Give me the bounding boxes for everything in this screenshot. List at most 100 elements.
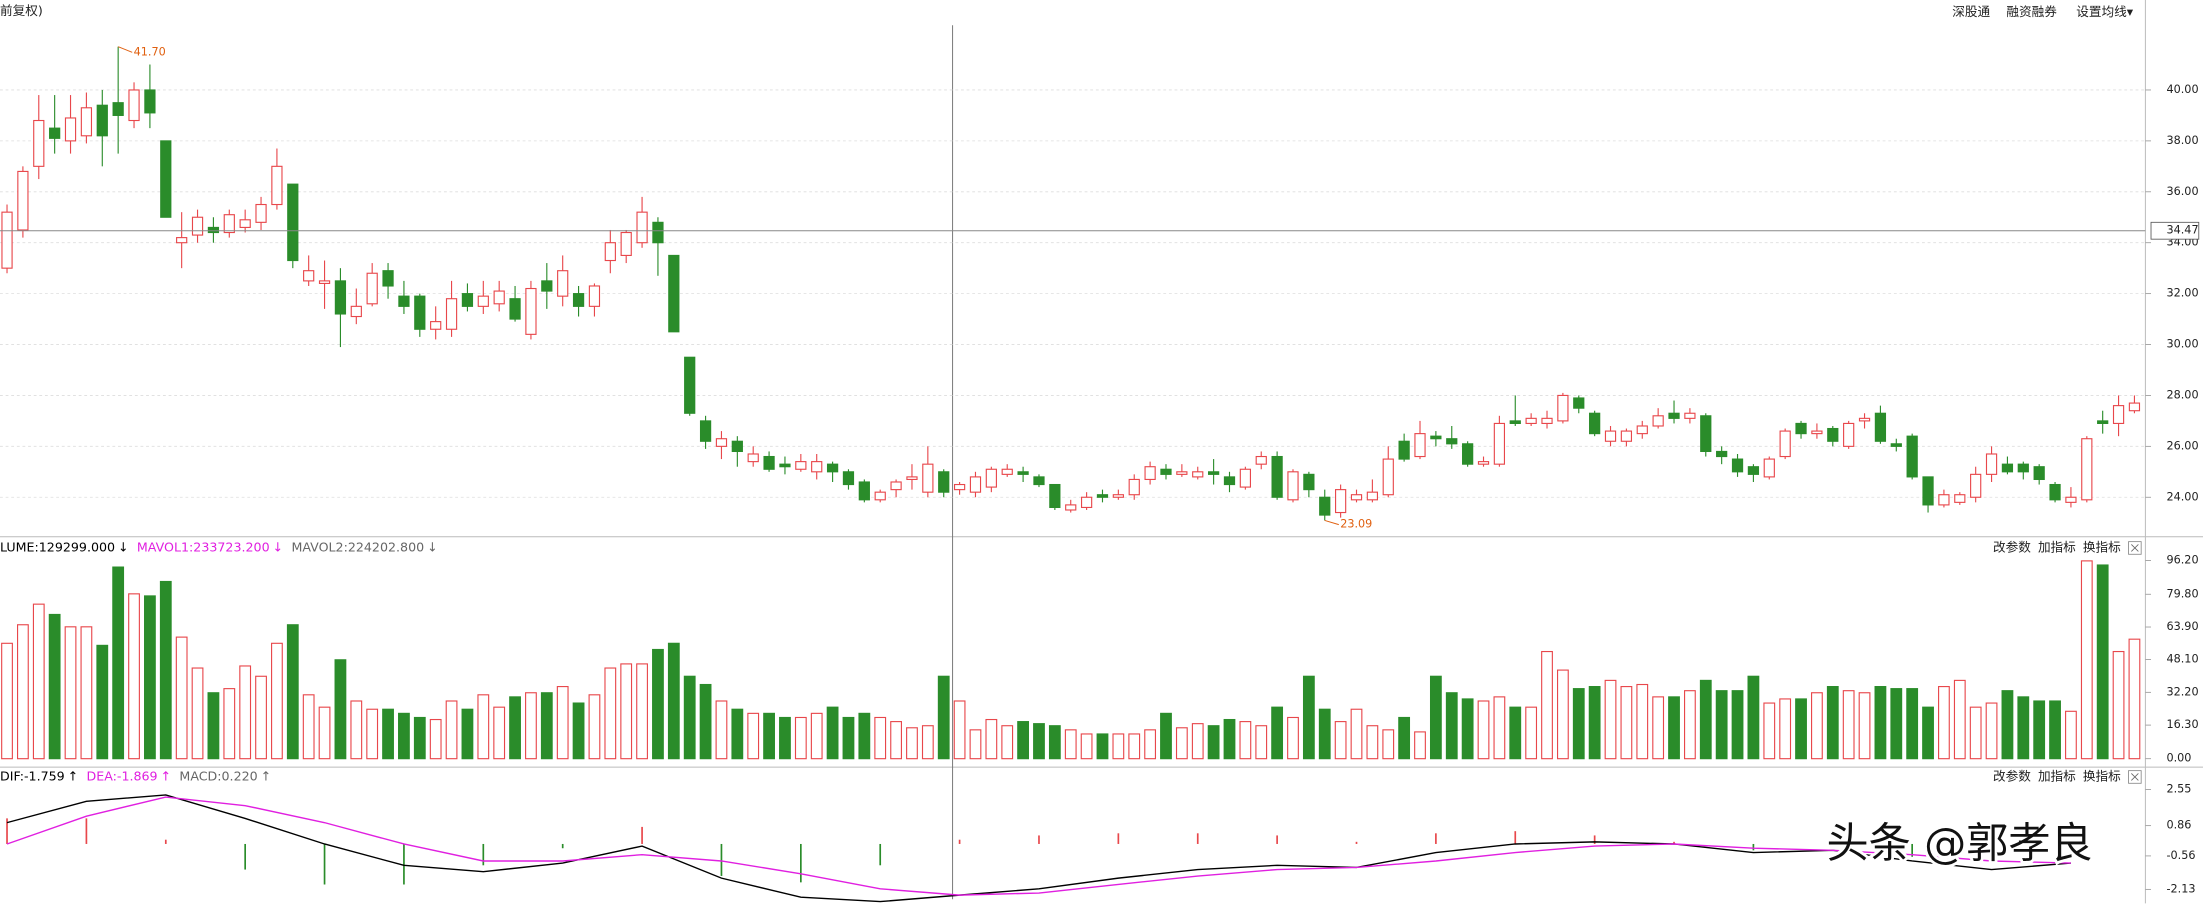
volume-bar: [525, 692, 537, 760]
volume-bar: [1636, 683, 1649, 760]
candle-body: [2001, 463, 2014, 473]
indicator-value: DIF:-1.759: [0, 768, 65, 783]
volume-bar: [64, 626, 77, 760]
volume-bar: [1620, 686, 1633, 760]
volume-bar: [271, 642, 283, 760]
candle-body: [414, 295, 426, 330]
volume-bar: [636, 663, 648, 760]
volume-bar: [1461, 698, 1474, 760]
volume-bar: [1017, 721, 1030, 760]
panel-button[interactable]: 加指标: [2038, 768, 2076, 783]
volume-bar: [540, 692, 553, 760]
panel-button[interactable]: 改参数: [1993, 539, 2031, 554]
panel-button[interactable]: 换指标: [2083, 768, 2121, 783]
candle-body: [350, 305, 362, 318]
volume-bar: [366, 708, 379, 760]
indicator-arrow: ↑: [67, 768, 78, 783]
candle-body: [17, 170, 29, 231]
candle-body: [271, 165, 283, 206]
volume-bar: [1811, 692, 1823, 760]
volume-bar: [969, 729, 982, 760]
indicator-value: MAVOL1:233723.200: [137, 539, 270, 554]
watermark: 头条 @郭孝良: [1826, 818, 2092, 867]
volume-bar: [715, 700, 728, 760]
panel-button[interactable]: 换指标: [2083, 539, 2121, 554]
y-tick-label: 48.10: [2166, 653, 2198, 666]
candle-body: [1573, 397, 1585, 409]
candle-body: [842, 471, 855, 486]
candle-body: [318, 280, 331, 284]
volume-bar: [683, 675, 696, 760]
candle-body: [239, 219, 251, 228]
candle-body: [1589, 412, 1601, 435]
candle-body: [207, 226, 220, 234]
volume-bar: [1414, 731, 1426, 760]
volume-bar: [17, 624, 29, 760]
toolbar-button[interactable]: 设置均线▾: [2076, 4, 2134, 19]
candle-body: [128, 89, 140, 122]
candle-body: [985, 468, 997, 488]
volume-bar: [1001, 725, 1014, 760]
candle-body: [858, 481, 870, 501]
indicator-arrow: ↓: [272, 539, 283, 554]
candle-body: [1001, 468, 1013, 475]
volume-bar: [350, 700, 363, 760]
volume-bar: [286, 624, 299, 760]
volume-bar: [874, 716, 887, 760]
volume-bar: [731, 708, 744, 760]
volume-bar: [652, 648, 664, 760]
volume-bar: [1938, 686, 1950, 760]
volume-bar: [667, 642, 680, 760]
panel-button[interactable]: 加指标: [2038, 539, 2076, 554]
volume-bar: [1668, 696, 1680, 760]
volume-bar: [2001, 690, 2014, 760]
candle-body: [1398, 440, 1410, 460]
volume-bar: [1715, 690, 1728, 760]
volume-bar: [826, 706, 839, 760]
toolbar-button[interactable]: 深股通: [1952, 4, 1990, 19]
candle-body: [160, 140, 172, 218]
volume-bar: [1652, 696, 1665, 760]
volume-bar: [588, 694, 601, 760]
candle-body: [1652, 415, 1664, 427]
volume-bar: [1588, 686, 1601, 760]
volume-bar: [2065, 710, 2077, 760]
toolbar-button[interactable]: 融资融券: [2006, 4, 2057, 19]
volume-bar: [1287, 716, 1299, 760]
candle-body: [2081, 438, 2093, 501]
y-tick-label: 79.80: [2166, 587, 2198, 600]
volume-bar: [32, 603, 45, 760]
candle-body: [1207, 471, 1220, 475]
volume-bar: [318, 706, 331, 760]
candle-body: [1716, 450, 1728, 458]
candle-body: [430, 321, 442, 330]
volume-bar: [1, 642, 13, 760]
candle-body: [2049, 483, 2061, 501]
volume-bar: [699, 683, 712, 760]
candle-body: [1462, 443, 1474, 465]
candle-body: [604, 242, 616, 262]
candle-body: [747, 453, 759, 463]
y-tick-label: 0.86: [2166, 819, 2191, 832]
panel-button[interactable]: 改参数: [1993, 768, 2031, 783]
close-icon: [2131, 544, 2139, 552]
close-icon: [2131, 773, 2139, 781]
candle-body: [795, 461, 807, 470]
volume-bar: [207, 692, 220, 760]
candle-body: [1065, 504, 1077, 511]
volume-bar: [604, 667, 617, 760]
candle-body: [1763, 458, 1775, 478]
volume-bar: [1064, 729, 1077, 760]
candle-body: [96, 104, 108, 137]
y-tick-label: 38.00: [2166, 134, 2198, 147]
volume-bar: [1858, 692, 1871, 760]
candle-body: [49, 127, 61, 139]
volume-bar: [382, 708, 394, 760]
extreme-arrow: [117, 46, 133, 53]
volume-bar: [2033, 700, 2046, 760]
extreme-label: 23.09: [1340, 518, 1372, 531]
macd-line: [6, 794, 2071, 903]
indicator-value: MAVOL2:224202.800: [291, 539, 424, 554]
candle-body: [144, 89, 156, 114]
